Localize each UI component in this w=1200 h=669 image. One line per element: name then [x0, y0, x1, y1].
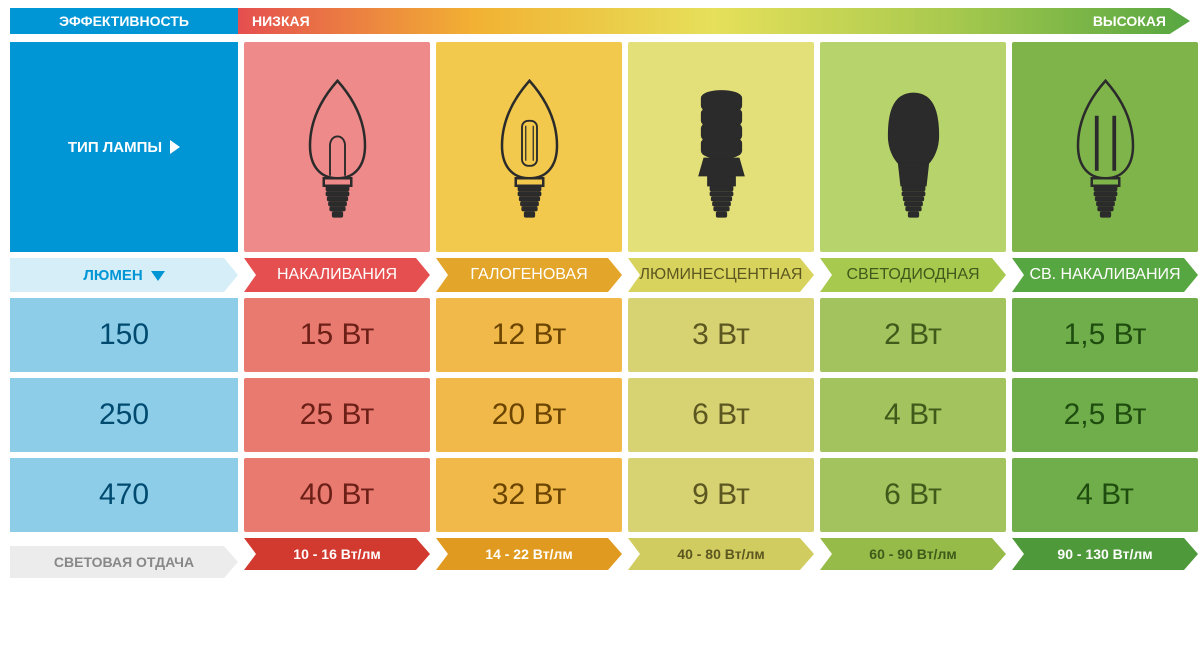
light-output-cell: 10 - 16 Вт/лм	[244, 538, 430, 570]
column-name-text: СВ. НАКАЛИВАНИЯ	[1029, 266, 1180, 284]
column-name-tab: СВЕТОДИОДНАЯ	[820, 258, 1006, 292]
watt-cell: 4 Вт	[820, 378, 1006, 452]
efficiency-low: НИЗКАЯ	[252, 13, 310, 29]
watt-value: 6 Вт	[692, 398, 750, 432]
watt-cell: 1,5 Вт	[1012, 298, 1198, 372]
watt-cell: 6 Вт	[628, 378, 814, 452]
lumen-cell: 470	[10, 458, 238, 532]
side-lumen-label: ЛЮМЕН	[10, 258, 238, 292]
bulb-icon	[876, 72, 951, 222]
watt-value: 4 Вт	[884, 398, 942, 432]
watt-value: 15 Вт	[300, 318, 374, 352]
column-header	[820, 42, 1006, 252]
bulb-icon	[684, 72, 759, 222]
column-name-tab: ЛЮМИНЕСЦЕНТНАЯ	[628, 258, 814, 292]
efficiency-gradient: НИЗКАЯ ВЫСОКАЯ	[238, 8, 1190, 34]
watt-cell: 12 Вт	[436, 298, 622, 372]
light-output-cell: 60 - 90 Вт/лм	[820, 538, 1006, 570]
column-name-tab: СВ. НАКАЛИВАНИЯ	[1012, 258, 1198, 292]
watt-value: 32 Вт	[492, 478, 566, 512]
bulb-icon	[492, 72, 567, 222]
watt-value: 4 Вт	[1076, 478, 1134, 512]
column-name-text: ГАЛОГЕНОВАЯ	[470, 266, 587, 284]
watt-value: 20 Вт	[492, 398, 566, 432]
watt-cell: 20 Вт	[436, 378, 622, 452]
lumen-value: 470	[99, 478, 149, 512]
light-output-cell: 90 - 130 Вт/лм	[1012, 538, 1198, 570]
watt-value: 2,5 Вт	[1064, 398, 1147, 432]
light-output-value: 40 - 80 Вт/лм	[677, 546, 764, 562]
side-lumen-text: ЛЮМЕН	[83, 267, 164, 284]
watt-cell: 25 Вт	[244, 378, 430, 452]
side-lamp-type: ТИП ЛАМПЫ	[10, 42, 238, 252]
watt-value: 40 Вт	[300, 478, 374, 512]
side-lamp-type-text: ТИП ЛАМПЫ	[68, 139, 162, 156]
lumen-cell: 250	[10, 378, 238, 452]
lumen-value: 250	[99, 398, 149, 432]
comparison-grid: ТИП ЛАМПЫ ЛЮМЕН НАКАЛИВАНИЯ ГАЛОГЕНОВАЯ …	[10, 42, 1190, 578]
infographic: ЭФФЕКТИВНОСТЬ НИЗКАЯ ВЫСОКАЯ ТИП ЛАМПЫ	[0, 0, 1200, 586]
bulb-icon	[1068, 72, 1143, 222]
side-light-output: СВЕТОВАЯ ОТДАЧА	[10, 546, 238, 578]
column-header	[628, 42, 814, 252]
watt-value: 3 Вт	[692, 318, 750, 352]
efficiency-label: ЭФФЕКТИВНОСТЬ	[10, 8, 238, 34]
watt-cell: 4 Вт	[1012, 458, 1198, 532]
watt-value: 1,5 Вт	[1064, 318, 1147, 352]
watt-value: 25 Вт	[300, 398, 374, 432]
column-name-text: СВЕТОДИОДНАЯ	[846, 266, 979, 284]
efficiency-gradient-svg	[238, 8, 1190, 34]
column-header	[436, 42, 622, 252]
light-output-cell: 40 - 80 Вт/лм	[628, 538, 814, 570]
light-output-value: 90 - 130 Вт/лм	[1057, 546, 1152, 562]
lumen-value: 150	[99, 318, 149, 352]
watt-cell: 6 Вт	[820, 458, 1006, 532]
watt-value: 12 Вт	[492, 318, 566, 352]
watt-cell: 2,5 Вт	[1012, 378, 1198, 452]
efficiency-bar: ЭФФЕКТИВНОСТЬ НИЗКАЯ ВЫСОКАЯ	[10, 8, 1190, 34]
bulb-icon	[300, 72, 375, 222]
column-header	[244, 42, 430, 252]
light-output-value: 10 - 16 Вт/лм	[293, 546, 380, 562]
watt-cell: 40 Вт	[244, 458, 430, 532]
efficiency-label-text: ЭФФЕКТИВНОСТЬ	[59, 13, 189, 29]
watt-cell: 32 Вт	[436, 458, 622, 532]
light-output-value: 60 - 90 Вт/лм	[869, 546, 956, 562]
watt-value: 6 Вт	[884, 478, 942, 512]
column-name-text: ЛЮМИНЕСЦЕНТНАЯ	[640, 266, 803, 284]
watt-value: 9 Вт	[692, 478, 750, 512]
light-output-value: 14 - 22 Вт/лм	[485, 546, 572, 562]
watt-cell: 3 Вт	[628, 298, 814, 372]
watt-cell: 2 Вт	[820, 298, 1006, 372]
column-header	[1012, 42, 1198, 252]
triangle-right-icon	[170, 140, 180, 154]
efficiency-high: ВЫСОКАЯ	[1093, 13, 1166, 29]
lumen-cell: 150	[10, 298, 238, 372]
watt-value: 2 Вт	[884, 318, 942, 352]
column-name-tab: ГАЛОГЕНОВАЯ	[436, 258, 622, 292]
triangle-down-icon	[151, 271, 165, 281]
watt-cell: 9 Вт	[628, 458, 814, 532]
light-output-cell: 14 - 22 Вт/лм	[436, 538, 622, 570]
watt-cell: 15 Вт	[244, 298, 430, 372]
column-name-tab: НАКАЛИВАНИЯ	[244, 258, 430, 292]
column-name-text: НАКАЛИВАНИЯ	[277, 266, 397, 284]
side-light-output-text: СВЕТОВАЯ ОТДАЧА	[54, 554, 194, 570]
